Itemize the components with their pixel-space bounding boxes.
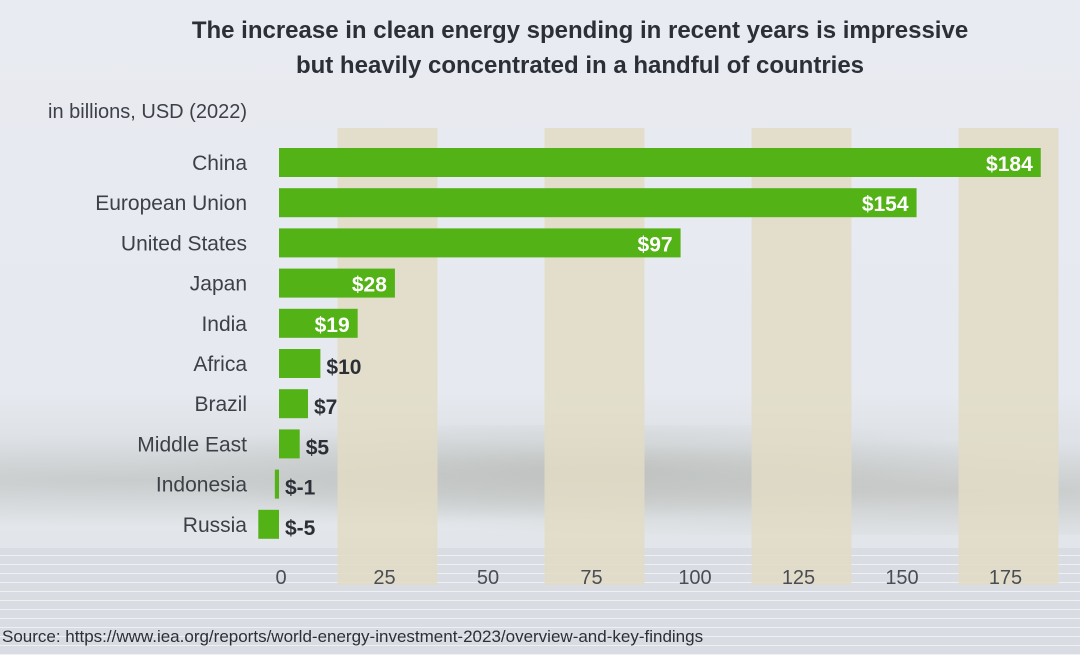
bar-united-states	[279, 228, 681, 258]
x-tick-label: 150	[885, 567, 918, 589]
background-trees	[0, 425, 1080, 535]
category-labels: China European Union United States Japan Ind…	[95, 152, 247, 537]
bar-africa	[279, 349, 321, 378]
chart-title-line-2: but heavily concentrated in a handful of…	[296, 52, 864, 79]
value-label: $-1	[285, 477, 316, 500]
x-tick-label: 50	[477, 567, 499, 589]
bar-russia	[258, 509, 279, 539]
bar-china	[279, 148, 1041, 177]
source-note: Source: https://www.iea.org/reports/worl…	[2, 627, 703, 646]
bar-indonesia	[274, 469, 279, 499]
category-label: European Union	[95, 192, 247, 215]
value-label: $97	[638, 233, 673, 256]
chart-title-line-1: The increase in clean energy spending in…	[192, 17, 968, 44]
bars	[258, 148, 1041, 539]
x-tick-label: 100	[678, 567, 711, 589]
category-label: Brazil	[194, 393, 247, 416]
value-label: $184	[986, 153, 1033, 176]
x-tick-label: 25	[373, 567, 395, 589]
value-label: $154	[862, 193, 909, 216]
bar-brazil	[279, 389, 308, 419]
chart-subtitle: in billions, USD (2022)	[48, 101, 247, 123]
category-label: Middle East	[137, 433, 247, 456]
category-label: Russia	[183, 514, 248, 537]
x-tick-label: 175	[989, 567, 1022, 589]
bar-middle-east	[279, 429, 300, 459]
category-label: United States	[121, 232, 247, 255]
category-label: China	[192, 152, 247, 175]
shaded-band-175	[958, 128, 1059, 585]
x-tick-label: 0	[275, 567, 286, 589]
value-label: $7	[314, 396, 337, 419]
value-labels: $184 $154 $97 $28$19 $10 $7 $5 $-1 $-5	[285, 153, 1033, 540]
value-label: $5	[306, 436, 330, 459]
value-label: $-5	[285, 517, 316, 540]
x-tick-label: 125	[782, 567, 815, 589]
x-tick-label: 75	[580, 567, 602, 589]
category-label: Japan	[190, 273, 247, 296]
value-label: $28	[352, 274, 387, 297]
value-label: $10	[326, 356, 361, 379]
bar-india	[279, 308, 358, 338]
category-label: Africa	[193, 353, 247, 376]
bar-japan	[279, 268, 395, 298]
category-label: Indonesia	[156, 474, 247, 497]
category-label: India	[201, 313, 247, 336]
bar-european-union	[279, 188, 917, 218]
background-solar-panels	[0, 548, 1080, 655]
x-tick-labels: 0 25 50 75 100 125 150 175	[275, 567, 1022, 589]
value-label: $19	[315, 314, 350, 337]
